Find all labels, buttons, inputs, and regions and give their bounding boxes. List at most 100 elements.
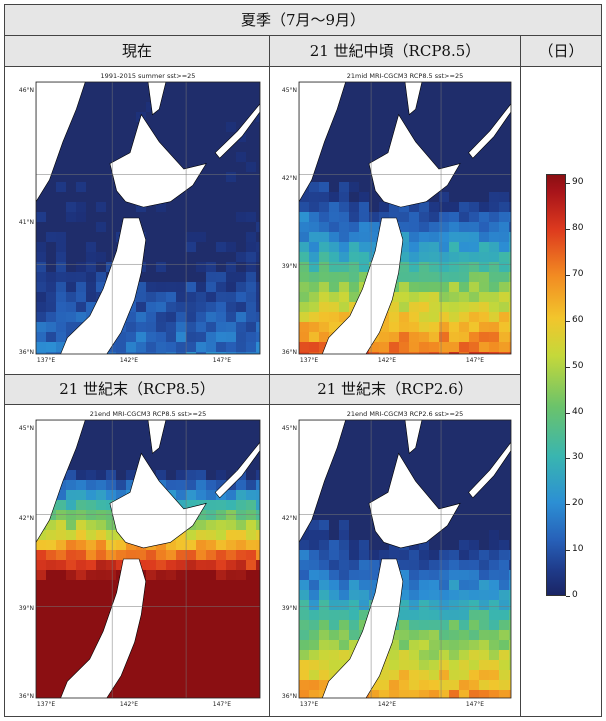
sst-cell [246, 252, 256, 262]
sst-cell [166, 620, 176, 630]
sst-cell [36, 580, 46, 590]
sst-cell [116, 352, 126, 354]
sst-cell [349, 610, 359, 620]
sst-cell [349, 590, 359, 600]
sst-cell [389, 202, 399, 212]
sst-cell [56, 670, 66, 680]
sst-cell [339, 600, 349, 610]
sst-cell [216, 670, 226, 680]
sst-cell [106, 352, 116, 354]
sst-cell [399, 650, 409, 660]
lat-tick-label: 42°N [19, 515, 34, 522]
sst-cell [369, 580, 379, 590]
colorbar-tick-label: 40 [572, 406, 584, 417]
sst-cell [246, 580, 256, 590]
sst-cell [246, 282, 256, 292]
sst-cell [176, 590, 186, 600]
sst-cell [299, 322, 309, 332]
sst-cell [216, 332, 226, 342]
sst-cell [439, 630, 449, 640]
sst-cell [409, 610, 419, 620]
sst-cell [226, 332, 236, 342]
sst-cell [399, 232, 409, 242]
sst-cell [36, 670, 46, 680]
sst-cell [216, 470, 226, 480]
sst-cell [419, 550, 429, 560]
sst-cell [299, 650, 309, 660]
sst-cell [329, 640, 339, 650]
sst-cell [116, 550, 126, 560]
sst-cell [66, 560, 76, 570]
sst-cell [196, 322, 206, 332]
sst-cell [36, 272, 46, 282]
sst-cell [489, 242, 499, 252]
sst-cell [499, 670, 509, 680]
sst-cell [459, 282, 469, 292]
sst-cell [449, 560, 459, 570]
sst-cell [459, 550, 469, 560]
sst-cell [56, 660, 66, 670]
sst-cell [379, 322, 389, 332]
sst-cell [206, 670, 216, 680]
colorbar-tick-label: 50 [572, 360, 584, 371]
sst-cell [449, 590, 459, 600]
sst-cell [499, 680, 509, 690]
sst-cell [439, 322, 449, 332]
sst-cell [176, 332, 186, 342]
sst-cell [439, 232, 449, 242]
sst-cell [509, 352, 511, 354]
sst-cell [66, 470, 76, 480]
sst-cell [399, 282, 409, 292]
sst-cell [429, 560, 439, 570]
sst-cell [419, 202, 429, 212]
sst-cell [399, 670, 409, 680]
sst-cell [186, 640, 196, 650]
sst-cell [256, 292, 260, 302]
sst-cell [236, 252, 246, 262]
sst-cell [196, 600, 206, 610]
sst-cell [309, 690, 319, 698]
sst-cell [246, 640, 256, 650]
sst-cell [319, 640, 329, 650]
sst-cell [419, 650, 429, 660]
sst-cell [489, 590, 499, 600]
sst-cell [206, 500, 216, 510]
sst-cell [176, 470, 186, 480]
sst-cell [186, 630, 196, 640]
sst-cell [459, 540, 469, 550]
sst-cell [156, 540, 166, 550]
sst-cell [329, 222, 339, 232]
sst-cell [329, 212, 339, 222]
lat-tick-label: 42°N [282, 175, 297, 182]
sst-cell [196, 490, 206, 500]
sst-cell [56, 690, 66, 698]
sst-cell [409, 600, 419, 610]
sst-cell [166, 630, 176, 640]
sst-cell [409, 670, 419, 680]
sst-cell [236, 530, 246, 540]
sst-cell [46, 520, 56, 530]
sst-cell [469, 212, 479, 222]
sst-cell [36, 312, 46, 322]
sst-cell [349, 540, 359, 550]
sst-cell [399, 262, 409, 272]
sst-cell [439, 332, 449, 342]
sst-cell [319, 660, 329, 670]
sst-cell [166, 600, 176, 610]
sst-cell [409, 580, 419, 590]
sst-cell [499, 192, 509, 202]
sst-cell [166, 322, 176, 332]
sst-cell [256, 332, 260, 342]
sst-cell [256, 650, 260, 660]
sst-cell [136, 620, 146, 630]
sst-cell [206, 550, 216, 560]
sst-cell [479, 640, 489, 650]
sst-cell [66, 670, 76, 680]
sst-cell [236, 690, 246, 698]
sst-cell [226, 650, 236, 660]
sst-cell [499, 322, 509, 332]
sst-cell [509, 292, 511, 302]
sst-cell [56, 242, 66, 252]
sst-cell [76, 262, 86, 272]
land-sakhalin [147, 420, 167, 454]
